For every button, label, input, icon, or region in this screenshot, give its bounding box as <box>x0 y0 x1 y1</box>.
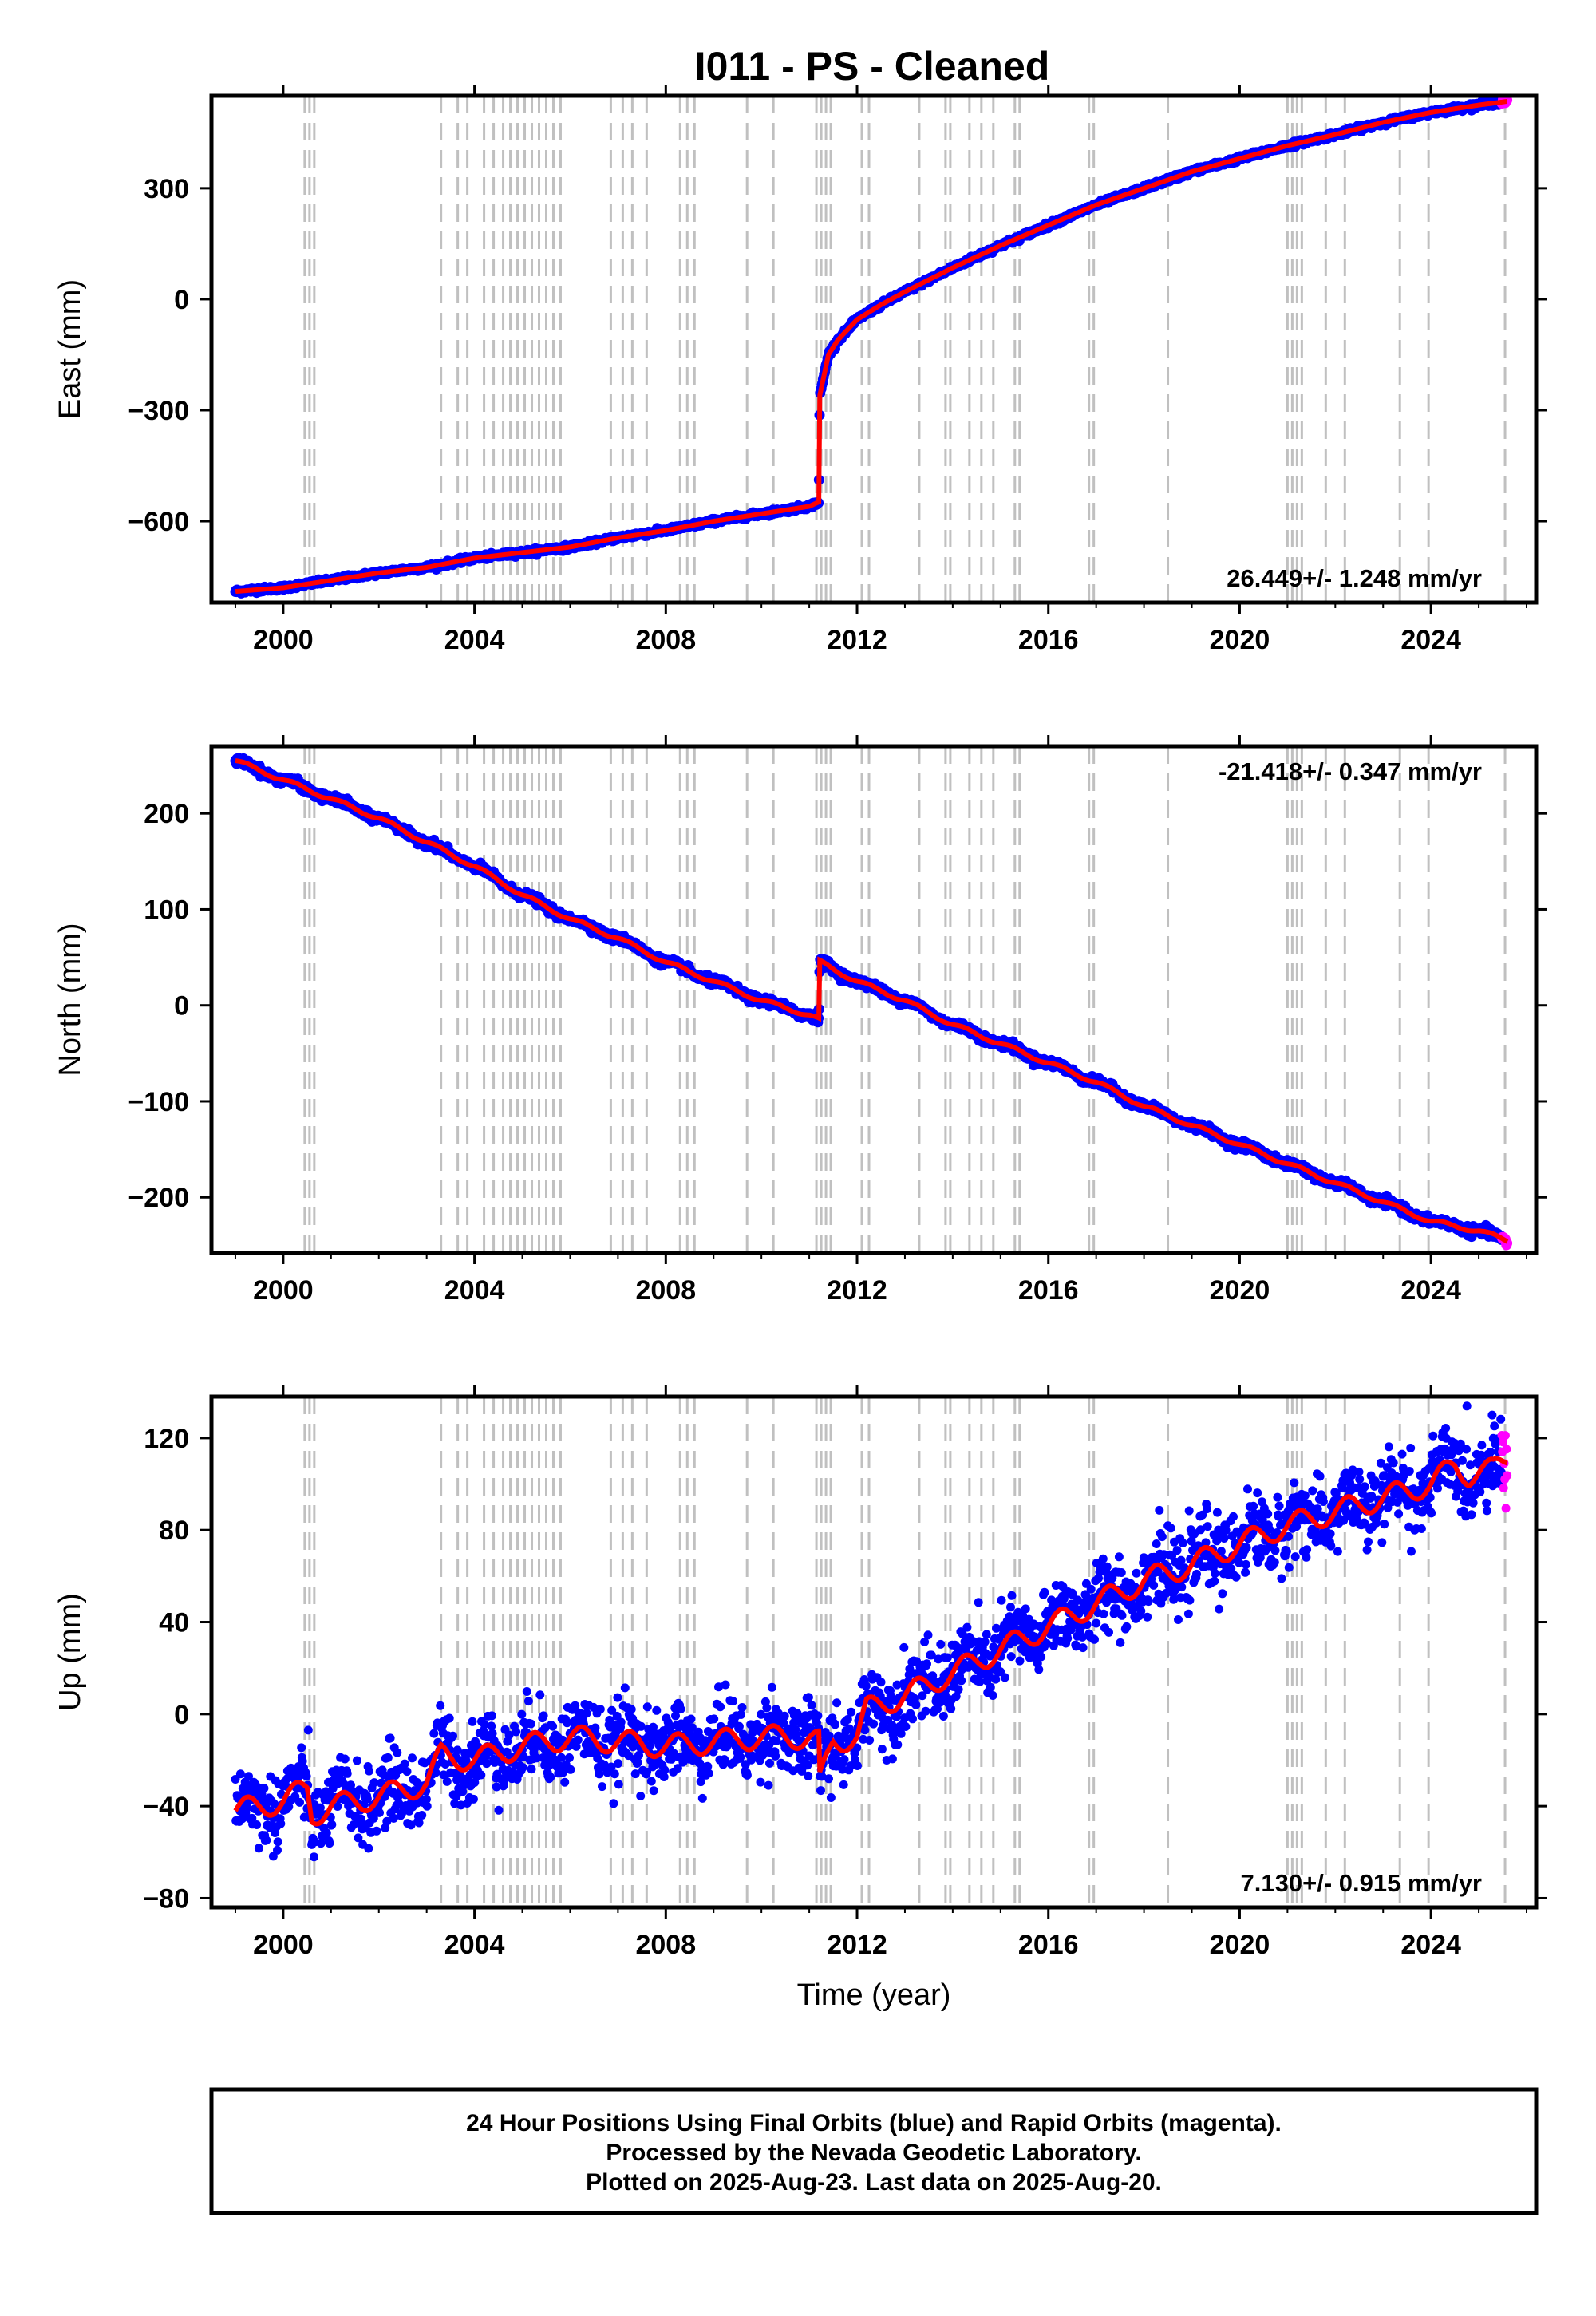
final-orbit-point <box>262 1836 271 1845</box>
y-tick-label: −300 <box>128 396 189 426</box>
final-orbit-point <box>252 1820 262 1829</box>
final-orbit-point <box>325 1839 334 1848</box>
final-orbit-point <box>276 1819 286 1828</box>
final-orbit-point <box>322 1828 331 1838</box>
x-tick-label: 2012 <box>827 1275 887 1306</box>
y-tick-label: 200 <box>144 799 189 829</box>
x-tick-label: 2004 <box>444 625 505 655</box>
x-tick-label: 2016 <box>1018 1275 1079 1306</box>
y-tick-label: 300 <box>144 174 189 204</box>
north-rate-label: -21.418+/- 0.347 mm/yr <box>1219 757 1482 785</box>
final-orbit-point <box>254 1844 263 1853</box>
x-tick-label: 2020 <box>1210 625 1270 655</box>
east-rate-label: 26.449+/- 1.248 mm/yr <box>1227 564 1482 592</box>
final-orbit-point <box>365 1766 373 1776</box>
east-frame <box>209 93 1539 605</box>
final-orbit-point <box>302 1772 311 1781</box>
y-tick-label: 0 <box>174 285 189 315</box>
north-panel: 2000 2004 2008 2012 2016 2020 2024 −200 −100 0 100… <box>53 735 1547 1306</box>
east-panel: 2000 2004 2008 2012 2016 2020 2024 −600 −300 0 300… <box>53 85 1547 655</box>
x-tick-label: 2008 <box>635 1275 696 1306</box>
y-tick-label: 100 <box>144 895 189 925</box>
x-tick-label: 2020 <box>1210 1275 1270 1306</box>
x-tick-label: 2000 <box>253 1275 314 1306</box>
final-orbit-point <box>295 1797 304 1807</box>
north-step-lines <box>303 746 1507 1253</box>
y-tick-label: −600 <box>128 507 189 537</box>
x-tick-label: 2012 <box>827 625 887 655</box>
east-plot-area <box>211 96 1536 603</box>
x-tick-label: 2008 <box>635 625 696 655</box>
x-tick-label: 2024 <box>1400 1275 1461 1306</box>
east-step-lines <box>303 96 1507 603</box>
final-orbit-point <box>352 1756 361 1765</box>
final-orbit-point <box>273 1837 282 1847</box>
final-orbit-point <box>375 1808 384 1817</box>
final-orbit-point <box>243 1803 252 1812</box>
final-orbit-point <box>364 1844 373 1853</box>
figure-title: I011 - PS - Cleaned <box>695 44 1050 89</box>
up-panel: 2000 2004 2008 2012 2016 2020 2024−80−40040801… <box>53 1385 1547 2012</box>
north-y-axis-label: North (mm) <box>53 923 87 1076</box>
x-tick-label: 2016 <box>1018 625 1079 655</box>
x-tick-label: 2004 <box>444 1275 505 1306</box>
east-y-axis-label: East (mm) <box>53 279 87 419</box>
final-orbit-point <box>273 1845 282 1855</box>
final-orbit-point <box>327 1820 337 1829</box>
x-tick-label: 2024 <box>1400 625 1461 655</box>
y-tick-label: −200 <box>128 1183 189 1213</box>
final-orbit-point <box>259 1784 269 1793</box>
final-orbit-point <box>235 1769 245 1779</box>
y-tick-label: 0 <box>174 991 189 1022</box>
y-tick-label: −100 <box>128 1087 189 1117</box>
final-orbit-point <box>297 1743 306 1753</box>
final-orbit-point <box>310 1852 318 1862</box>
final-orbit-point <box>342 1769 352 1778</box>
final-orbit-point <box>372 1826 381 1836</box>
final-orbit-point <box>303 1725 313 1735</box>
up-plot-area <box>211 1397 1536 1907</box>
east-model-line <box>235 99 1507 595</box>
final-orbit-point <box>340 1754 350 1764</box>
x-tick-label: 2000 <box>253 625 314 655</box>
